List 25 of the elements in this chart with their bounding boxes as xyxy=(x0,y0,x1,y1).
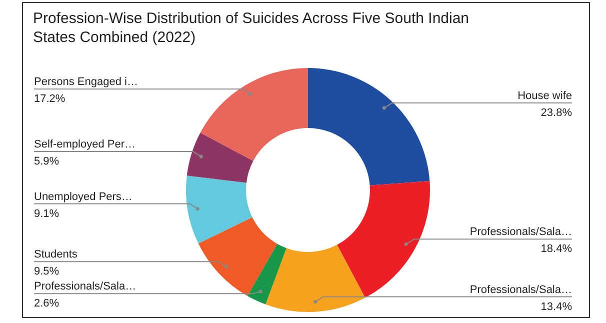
donut-slice xyxy=(200,68,308,161)
data-label: 18.4% xyxy=(540,243,572,256)
donut-slice xyxy=(186,132,254,183)
data-label: 5.9% xyxy=(34,156,60,168)
slice-label: Professionals/Sala… xyxy=(470,284,572,296)
donut-slice xyxy=(198,217,278,296)
donut-slice xyxy=(186,176,252,244)
data-label: 13.4% xyxy=(540,300,572,313)
slice-label: Self-employed Per… xyxy=(34,138,136,151)
slice-label: House wife xyxy=(518,90,572,102)
data-label: 9.5% xyxy=(34,266,60,278)
slice-label: Professionals/Sala… xyxy=(470,226,572,238)
slice-label: Unemployed Pers… xyxy=(34,190,132,203)
donut-slice xyxy=(337,180,430,298)
donut-slice xyxy=(266,244,366,312)
data-label: 9.1% xyxy=(34,208,60,220)
slice-label: Professionals/Sala… xyxy=(34,280,136,293)
data-label: 23.8% xyxy=(540,106,572,119)
data-label: 2.6% xyxy=(34,298,60,310)
donut-slice xyxy=(308,68,430,186)
slice-label: Students xyxy=(34,248,78,261)
donut-slice xyxy=(248,244,286,304)
slice-label: Persons Engaged i… xyxy=(34,76,138,88)
chart-title: Profession-Wise Distribution of Suicides Across Five South Indian States Combined (2022) xyxy=(33,9,470,47)
data-label: 17.2% xyxy=(34,92,66,105)
